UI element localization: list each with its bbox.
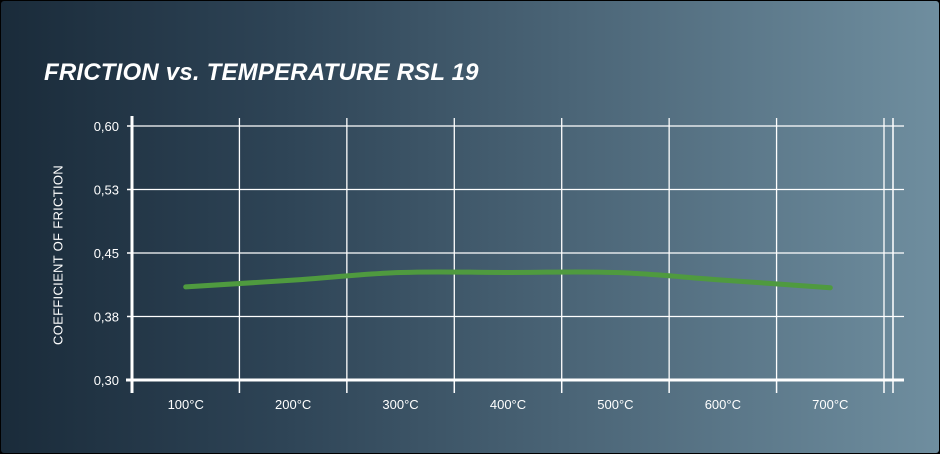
y-tick-label: 0,30 (94, 373, 119, 388)
x-tick-label: 500°C (597, 397, 633, 412)
y-tick-label: 0,60 (94, 119, 119, 134)
grid-layer (132, 118, 904, 380)
y-tick-label: 0,53 (94, 183, 119, 198)
x-tick-label: 700°C (812, 397, 848, 412)
x-tick-label: 100°C (168, 397, 204, 412)
x-tick-label: 600°C (705, 397, 741, 412)
series-layer (183, 269, 833, 291)
series-line-0 (183, 269, 833, 291)
y-tick-label: 0,38 (94, 310, 119, 325)
y-tick-label: 0,45 (94, 246, 119, 261)
chart-title: FRICTION vs. TEMPERATURE RSL 19 (44, 59, 479, 86)
label-layer: 0,60 0,53 0,45 0,38 0,30 100°C 200°C 300°C 400°C… (94, 119, 849, 412)
x-tick-label: 400°C (490, 397, 526, 412)
x-tick-label: 300°C (382, 397, 418, 412)
x-tick-label: 200°C (275, 397, 311, 412)
axis-layer (126, 116, 904, 393)
